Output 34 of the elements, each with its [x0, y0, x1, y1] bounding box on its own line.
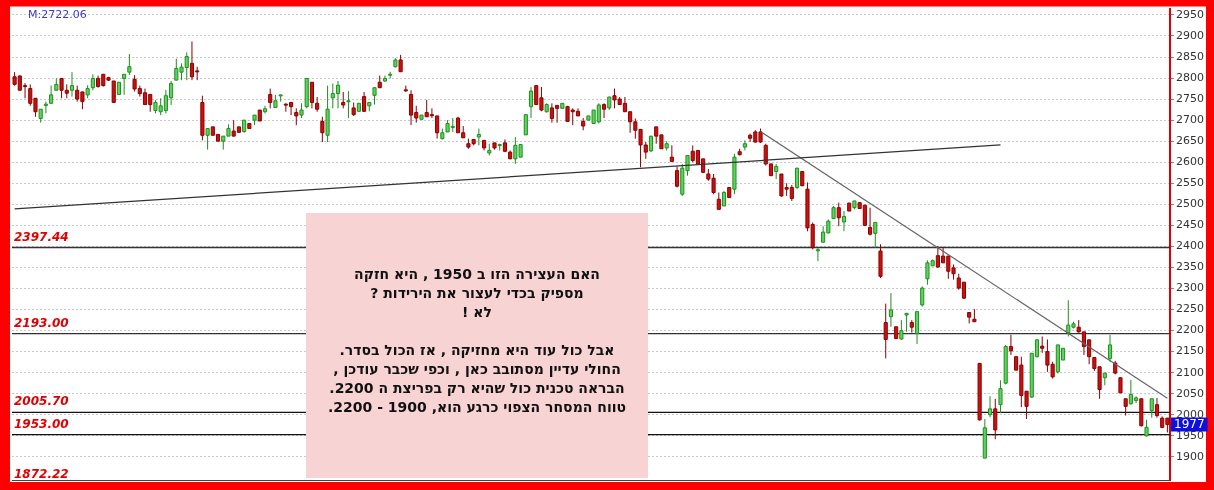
y-tick-label: 2850 — [1176, 49, 1205, 63]
annotation: מספיק בכדי לעצור את הירידות ? — [369, 284, 585, 303]
y-tick-label: 2300 — [1176, 281, 1205, 295]
y-tick-label: 2700 — [1176, 113, 1205, 126]
ref-line-label: 2193.00 — [14, 315, 69, 330]
y-tick-label: 2400 — [1176, 239, 1205, 253]
y-tick-label: 2150 — [1176, 344, 1205, 358]
y-tick-label: 2550 — [1176, 176, 1205, 190]
y-tick-label: 1900 — [1176, 449, 1205, 463]
y-tick-label: 2200 — [1176, 323, 1205, 337]
y-tick-label: 2650 — [1176, 134, 1205, 148]
annotation: לא ! — [461, 303, 493, 322]
y-tick-label: 1950 — [1176, 428, 1205, 442]
annotation: האם העצירה הזו ב 1950 , היא חזקה — [353, 265, 601, 284]
y-tick-label: 2450 — [1176, 218, 1205, 232]
y-tick-label: 2250 — [1176, 302, 1205, 316]
annotation: טווח המסחר הצפוי כרגע הוא, 1900 - 2200. — [327, 398, 627, 417]
y-tick-label: 2050 — [1176, 386, 1205, 400]
y-tick-label: 2500 — [1176, 197, 1205, 211]
y-tick-label: 2750 — [1176, 91, 1205, 105]
ref-line-label: 2005.70 — [14, 394, 69, 409]
y-tick-label: 2600 — [1176, 155, 1205, 169]
ref-line-label: 2397.44 — [14, 229, 69, 244]
annotation: אבל כול עוד היא מחזיקה , אז הכול בסדר. — [338, 341, 616, 360]
y-tick-label: 2950 — [1176, 7, 1205, 21]
y-tick-label: 2100 — [1176, 365, 1205, 379]
annotation: הבראה טכנית כול שהיא רק בפריצת ה 2200. — [328, 379, 626, 398]
y-tick-label: 2350 — [1176, 260, 1205, 274]
y-tick-label: 2900 — [1176, 28, 1205, 42]
annotation: 1872.22 — [14, 467, 69, 482]
annotation: החולי עדיין מסתובב כאן , וכפי שכבר עודכן , — [332, 360, 622, 379]
y-tick-label: 2800 — [1176, 70, 1205, 84]
ref-line-label: 1953.00 — [14, 416, 69, 431]
annotation: M:2722.06 — [28, 7, 87, 21]
